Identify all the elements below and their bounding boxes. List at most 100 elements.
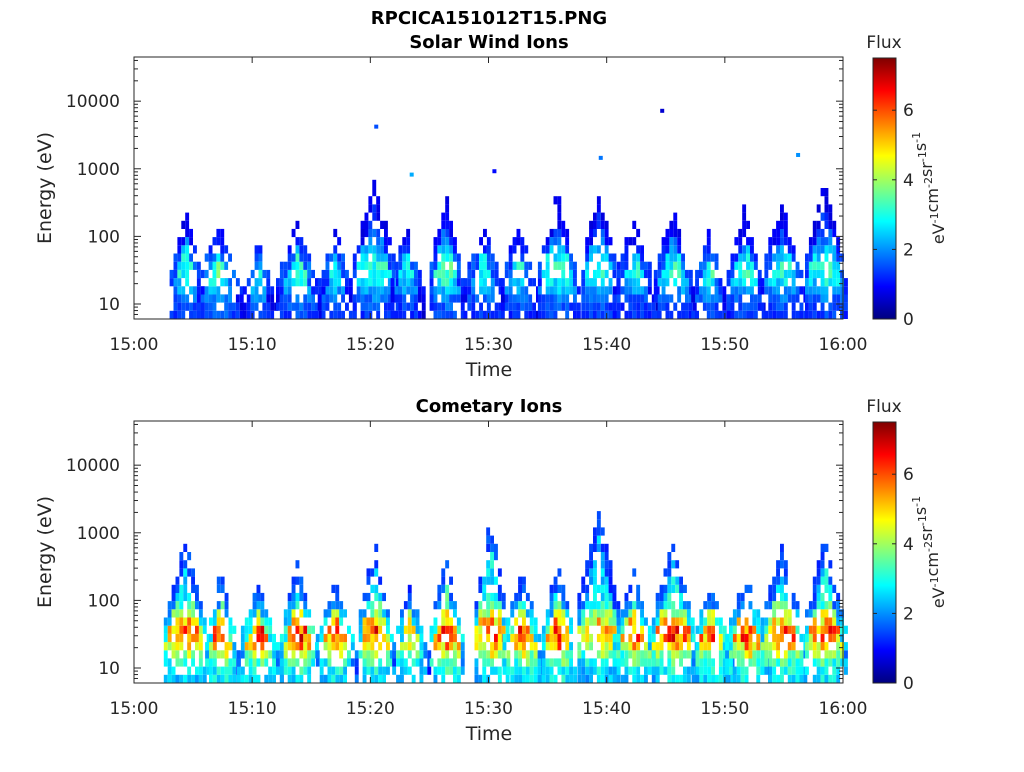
spectrogram-cell	[374, 666, 379, 675]
spectrogram-cell	[795, 286, 800, 295]
spectrogram-cell	[832, 228, 837, 238]
spectrogram-cell	[384, 253, 388, 262]
spectrogram-cell	[237, 650, 241, 659]
spectrogram-cell	[808, 237, 813, 246]
spectrogram-cell	[348, 278, 353, 287]
spectrogram-cell	[307, 278, 312, 287]
spectrogram-cell	[706, 269, 711, 279]
spectrogram-cell	[691, 294, 696, 303]
spectrogram-cell	[832, 674, 837, 683]
spectrogram-cell	[820, 245, 825, 254]
spectrogram-cell	[585, 253, 590, 262]
spectrogram-cell	[596, 601, 601, 610]
spectrogram-cell	[581, 269, 586, 279]
spectrogram-cell	[589, 633, 593, 643]
spectrogram-cell	[376, 253, 381, 262]
spectrogram-cell	[608, 666, 613, 675]
spectrogram-cell	[812, 237, 817, 246]
x-axis-label: Time	[465, 359, 513, 381]
spectrogram-cell	[335, 617, 340, 626]
spectrogram-cell	[486, 560, 491, 569]
y-tick-label: 10000	[66, 456, 120, 476]
spectrogram-cell	[663, 584, 668, 593]
spectrogram-cell	[329, 294, 334, 303]
spectrogram-cell	[828, 269, 833, 279]
spectrogram-cell	[756, 642, 761, 651]
spectrogram-cell	[824, 245, 829, 254]
colorbar-gradient	[872, 421, 897, 684]
spectrogram-cell	[512, 278, 517, 287]
spectrogram-cell	[596, 519, 601, 528]
spectrogram-cell	[816, 666, 821, 675]
spectrogram-cell	[209, 633, 213, 643]
spectrogram-cell	[514, 642, 519, 651]
spectrogram-cell	[504, 269, 509, 279]
spectrogram-cell	[244, 642, 249, 651]
colorbar-tick-label: 2	[903, 240, 914, 260]
spectrogram-cell	[828, 245, 833, 254]
spectrogram-cell	[545, 302, 550, 311]
spectrogram-cell	[232, 269, 236, 279]
spectrogram-cell	[195, 674, 199, 683]
spectrogram-cell	[553, 633, 558, 643]
spectrogram-cell	[474, 633, 479, 643]
spectrogram-cell	[291, 633, 296, 643]
spectrogram-cell	[209, 650, 213, 659]
spectrogram-cell	[812, 294, 817, 303]
spectrogram-cell	[787, 617, 792, 626]
spectrogram-cell	[748, 650, 753, 659]
spectrogram-cell	[268, 633, 273, 643]
spectrogram-cell	[196, 294, 201, 303]
spectrogram-cell	[734, 294, 739, 303]
spectrogram-cell	[711, 658, 715, 667]
spectrogram-cell	[386, 633, 390, 643]
spectrogram-cell	[193, 245, 197, 254]
spectrogram-cell	[283, 302, 288, 311]
spectrogram-cell	[596, 245, 601, 254]
spectrogram-cell	[620, 261, 625, 270]
spectrogram-cell	[525, 650, 530, 659]
spectrogram-cell	[212, 253, 217, 262]
spectrogram-cell	[181, 294, 186, 303]
spectrogram-cell	[748, 658, 753, 667]
spectrogram-cell	[812, 650, 817, 659]
x-axis-ticks: 15:00 15:10 15:20 15:30 15:40 15:50 16:00	[110, 421, 868, 719]
spectrogram-cell	[707, 601, 712, 610]
spectrogram-cell	[374, 568, 379, 577]
spectrogram-cell	[411, 674, 416, 683]
spectrogram-cell	[244, 650, 249, 659]
spectrogram-cell	[449, 576, 453, 585]
spectrogram-cell	[805, 302, 809, 311]
spectrogram-cell	[600, 568, 605, 577]
spectrogram-cell	[335, 601, 340, 610]
spectrogram-cell	[384, 302, 388, 311]
spectrogram-cell	[391, 269, 396, 279]
spectrogram-cell	[167, 601, 172, 610]
spectrogram-cell	[655, 658, 660, 667]
spectrogram-cell	[581, 576, 586, 585]
spectrogram-cell	[608, 592, 613, 602]
spectrogram-cell	[569, 625, 573, 634]
spectrogram-cell	[183, 592, 188, 602]
spectrogram-cell	[445, 650, 450, 659]
spectrogram-cell	[295, 576, 300, 585]
spectrogram-cell	[557, 237, 562, 246]
spectrogram-cell	[661, 302, 666, 311]
spectrogram-cell	[303, 625, 308, 634]
spectrogram-cell	[616, 625, 621, 634]
spectrogram-cell	[768, 642, 773, 651]
spectrogram-cell	[505, 674, 510, 683]
spectrogram-cell	[295, 220, 300, 229]
spectrogram-cell	[167, 658, 172, 667]
spectrogram-cell	[419, 666, 424, 675]
spectrogram-cell	[593, 568, 597, 577]
spectrogram-cell	[685, 310, 689, 319]
spectrogram-cell	[237, 666, 241, 675]
spectrogram-cell	[673, 245, 678, 254]
spectrogram-cell	[279, 261, 284, 270]
spectrogram-cell	[441, 245, 446, 254]
spectrogram-cell	[260, 633, 265, 643]
spectrogram-cell	[812, 220, 817, 229]
spectrogram-cell	[604, 658, 609, 667]
spectrogram-cell	[163, 617, 168, 626]
